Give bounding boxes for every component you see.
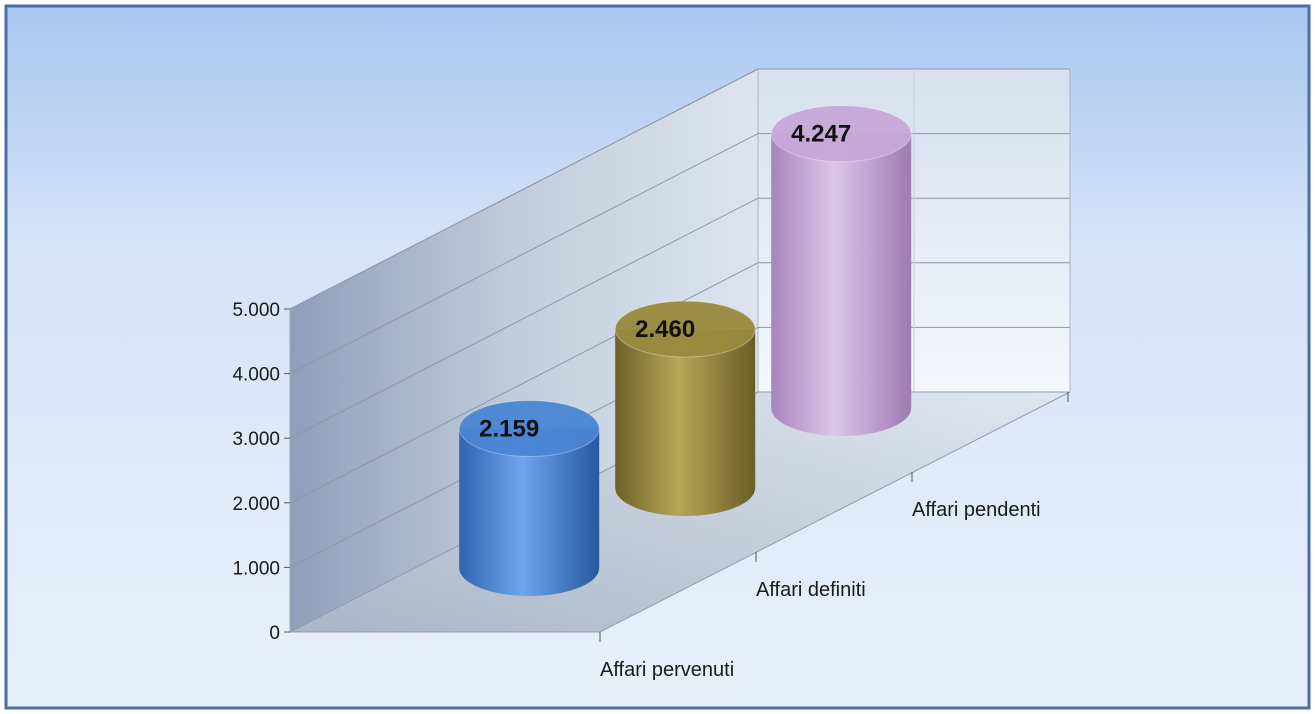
gridline: [289, 262, 1070, 504]
bar: [614, 300, 756, 516]
data-labels: 4.247 2.460 2.159: [479, 121, 851, 443]
bar-top: [770, 105, 912, 163]
y-tick-label: 0: [269, 623, 280, 644]
bar-top: [458, 400, 600, 458]
x-tick-label: Affari definiti: [756, 579, 866, 601]
x-tick-label: Affari pervenuti: [600, 659, 734, 681]
data-label: 2.159: [479, 416, 539, 443]
bar-body: [459, 428, 600, 596]
data-label: 4.247: [791, 121, 851, 148]
gridline: [289, 326, 1070, 568]
bar: [770, 105, 912, 437]
gridline: [289, 68, 1070, 310]
y-tick-label: 5.000: [232, 300, 280, 321]
x-axis: Affari pervenuti Affari definiti Affari pe…: [599, 392, 1069, 681]
bar-body: [771, 133, 912, 437]
x-tick-label: Affari pendenti: [912, 499, 1041, 521]
y-tick-label: 4.000: [232, 365, 280, 386]
y-tick-label: 3.000: [232, 429, 280, 450]
y-axis: 0 1.000 2.000 3.000 4.000 5.000: [232, 300, 290, 644]
y-tick-label: 2.000: [232, 494, 280, 515]
bars: [458, 105, 912, 596]
bar-body: [615, 329, 756, 516]
gridline: [289, 133, 1070, 375]
gridlines: [289, 68, 1070, 568]
bar: [458, 400, 600, 596]
bar-top: [614, 300, 756, 358]
gridline: [289, 197, 1070, 439]
y-tick-label: 1.000: [232, 558, 280, 579]
data-label: 2.460: [635, 316, 695, 343]
